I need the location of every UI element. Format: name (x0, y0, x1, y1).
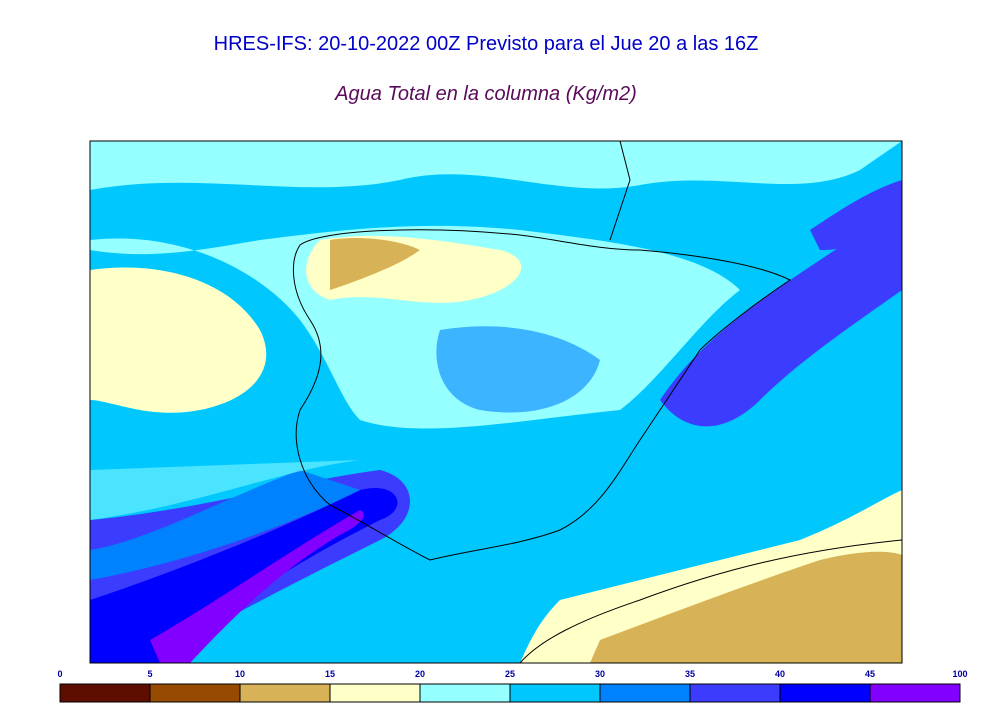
colorbar-label: 20 (415, 669, 425, 679)
colorbar-segment (149, 683, 241, 703)
colorbar: 0 5 10 15 20 25 30 35 40 45 100 (57, 669, 968, 703)
colorbar-segment (239, 683, 331, 703)
colorbar-segment (599, 683, 691, 703)
colorbar-label: 25 (505, 669, 515, 679)
colorbar-label: 15 (325, 669, 335, 679)
title: HRES-IFS: 20-10-2022 00Z Previsto para e… (214, 33, 759, 55)
colorbar-label: 45 (865, 669, 875, 679)
subtitle: Agua Total en la columna (Kg/m2) (334, 83, 637, 105)
colorbar-segment (329, 683, 421, 703)
colorbar-segment (419, 683, 511, 703)
colorbar-label: 30 (595, 669, 605, 679)
colorbar-segment (59, 683, 151, 703)
map (90, 141, 902, 663)
colorbar-label: 0 (57, 669, 62, 679)
colorbar-segment (689, 683, 781, 703)
colorbar-label: 40 (775, 669, 785, 679)
colorbar-label: 100 (952, 669, 967, 679)
colorbar-segment (869, 683, 961, 703)
map-frame (89, 140, 903, 664)
colorbar-segment (509, 683, 601, 703)
colorbar-label: 10 (235, 669, 245, 679)
colorbar-label: 35 (685, 669, 695, 679)
colorbar-label: 5 (147, 669, 152, 679)
colorbar-segment (779, 683, 871, 703)
